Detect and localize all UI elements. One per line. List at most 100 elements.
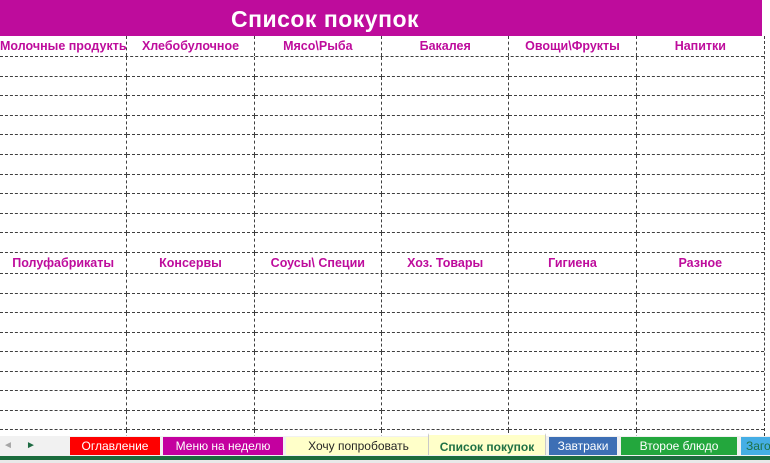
grid-cell[interactable] bbox=[509, 154, 637, 175]
grid-cell[interactable] bbox=[382, 174, 510, 195]
grid-cell[interactable] bbox=[636, 155, 764, 175]
grid-cell[interactable] bbox=[382, 135, 510, 155]
column-header[interactable]: Молочные продукты bbox=[0, 36, 128, 56]
grid-cell[interactable] bbox=[0, 233, 128, 253]
grid-cell[interactable] bbox=[127, 410, 255, 430]
grid-cell[interactable] bbox=[636, 135, 764, 155]
grid-cell[interactable] bbox=[382, 57, 510, 77]
grid-cell[interactable] bbox=[254, 76, 382, 97]
grid-cell[interactable] bbox=[0, 213, 128, 234]
grid-cell[interactable] bbox=[127, 332, 255, 352]
grid-cell[interactable] bbox=[0, 57, 128, 77]
grid-cell[interactable] bbox=[509, 135, 637, 155]
grid-cell[interactable] bbox=[509, 174, 637, 195]
grid-cell[interactable] bbox=[127, 194, 255, 214]
grid-cell[interactable] bbox=[636, 233, 764, 253]
grid-cell[interactable] bbox=[254, 332, 382, 352]
grid-cell[interactable] bbox=[382, 371, 510, 391]
grid-cell[interactable] bbox=[636, 391, 764, 411]
grid-cell[interactable] bbox=[509, 391, 637, 411]
grid-cell[interactable] bbox=[254, 174, 382, 195]
grid-cell[interactable] bbox=[636, 411, 764, 430]
grid-cell[interactable] bbox=[636, 96, 764, 116]
grid-cell[interactable] bbox=[127, 313, 255, 333]
grid-cell[interactable] bbox=[382, 96, 510, 116]
column-header[interactable]: Консервы bbox=[127, 253, 255, 273]
grid-cell[interactable] bbox=[0, 154, 128, 175]
grid-cell[interactable] bbox=[0, 410, 128, 430]
grid-cell[interactable] bbox=[0, 332, 128, 352]
grid-cell[interactable] bbox=[254, 352, 382, 372]
grid-cell[interactable] bbox=[127, 391, 255, 411]
grid-cell[interactable] bbox=[127, 57, 255, 77]
grid-cell[interactable] bbox=[509, 293, 637, 313]
grid-cell[interactable] bbox=[509, 57, 637, 77]
sheet-tab-contents[interactable]: Оглавление bbox=[70, 437, 160, 455]
grid-cell[interactable] bbox=[509, 430, 637, 436]
column-header[interactable]: Полуфабрикаты bbox=[0, 253, 128, 273]
grid-cell[interactable] bbox=[509, 352, 637, 372]
grid-cell[interactable] bbox=[254, 213, 382, 234]
grid-cell[interactable] bbox=[0, 352, 128, 372]
grid-cell[interactable] bbox=[382, 332, 510, 352]
grid-cell[interactable] bbox=[127, 274, 255, 294]
grid-cell[interactable] bbox=[509, 213, 637, 234]
grid-cell[interactable] bbox=[509, 410, 637, 430]
sheet-tab-breakfasts[interactable]: Завтраки bbox=[549, 437, 617, 455]
column-header[interactable]: Овощи\Фрукты bbox=[509, 36, 637, 56]
grid-cell[interactable] bbox=[0, 76, 128, 97]
grid-cell[interactable] bbox=[0, 430, 128, 436]
grid-cell[interactable] bbox=[382, 76, 510, 97]
grid-cell[interactable] bbox=[0, 115, 128, 136]
grid-cell[interactable] bbox=[254, 410, 382, 430]
column-header[interactable]: Хоз. Товары bbox=[382, 253, 510, 273]
grid-cell[interactable] bbox=[636, 294, 764, 313]
column-header[interactable]: Разное bbox=[678, 256, 723, 270]
grid-cell[interactable] bbox=[509, 274, 637, 294]
grid-cell[interactable] bbox=[509, 115, 637, 136]
prev-sheet-icon[interactable]: ◄ bbox=[3, 440, 13, 451]
grid-cell[interactable] bbox=[382, 213, 510, 234]
grid-cell[interactable] bbox=[509, 313, 637, 333]
grid-cell[interactable] bbox=[254, 154, 382, 175]
grid-cell[interactable] bbox=[254, 57, 382, 77]
grid-cell[interactable] bbox=[127, 115, 255, 136]
grid-cell[interactable] bbox=[254, 391, 382, 411]
grid-cell[interactable] bbox=[636, 274, 764, 294]
grid-cell[interactable] bbox=[0, 293, 128, 313]
grid-cell[interactable] bbox=[382, 274, 510, 294]
grid-cell[interactable] bbox=[509, 332, 637, 352]
grid-cell[interactable] bbox=[127, 430, 255, 436]
grid-cell[interactable] bbox=[636, 77, 764, 97]
grid-cell[interactable] bbox=[636, 313, 764, 333]
grid-cell[interactable] bbox=[382, 352, 510, 372]
grid-cell[interactable] bbox=[254, 96, 382, 116]
grid-cell[interactable] bbox=[636, 116, 764, 136]
grid-cell[interactable] bbox=[636, 57, 764, 77]
grid-cell[interactable] bbox=[127, 174, 255, 195]
grid-cell[interactable] bbox=[382, 154, 510, 175]
column-header[interactable]: Напитки bbox=[674, 39, 726, 53]
grid-cell[interactable] bbox=[127, 154, 255, 175]
grid-cell[interactable] bbox=[127, 371, 255, 391]
grid-cell[interactable] bbox=[127, 352, 255, 372]
column-header[interactable]: Мясо\Рыба bbox=[255, 36, 382, 56]
grid-cell[interactable] bbox=[509, 371, 637, 391]
grid-cell[interactable] bbox=[509, 233, 637, 253]
grid-cell[interactable] bbox=[509, 76, 637, 97]
grid-cell[interactable] bbox=[0, 194, 128, 214]
grid-cell[interactable] bbox=[636, 194, 764, 214]
grid-cell[interactable] bbox=[127, 213, 255, 234]
grid-cell[interactable] bbox=[0, 371, 128, 391]
column-header[interactable]: Соусы\ Специи bbox=[255, 253, 382, 273]
grid-cell[interactable] bbox=[382, 410, 510, 430]
grid-cell[interactable] bbox=[127, 233, 255, 253]
grid-cell[interactable] bbox=[636, 333, 764, 352]
grid-cell[interactable] bbox=[382, 293, 510, 313]
grid-cell[interactable] bbox=[0, 391, 128, 411]
grid-cell[interactable] bbox=[382, 115, 510, 136]
grid-cell[interactable] bbox=[255, 430, 382, 436]
grid-cell[interactable] bbox=[127, 135, 255, 155]
sheet-tab-shopping-list[interactable]: Список покупок bbox=[428, 433, 546, 455]
column-header[interactable]: Бакалея bbox=[382, 36, 510, 56]
